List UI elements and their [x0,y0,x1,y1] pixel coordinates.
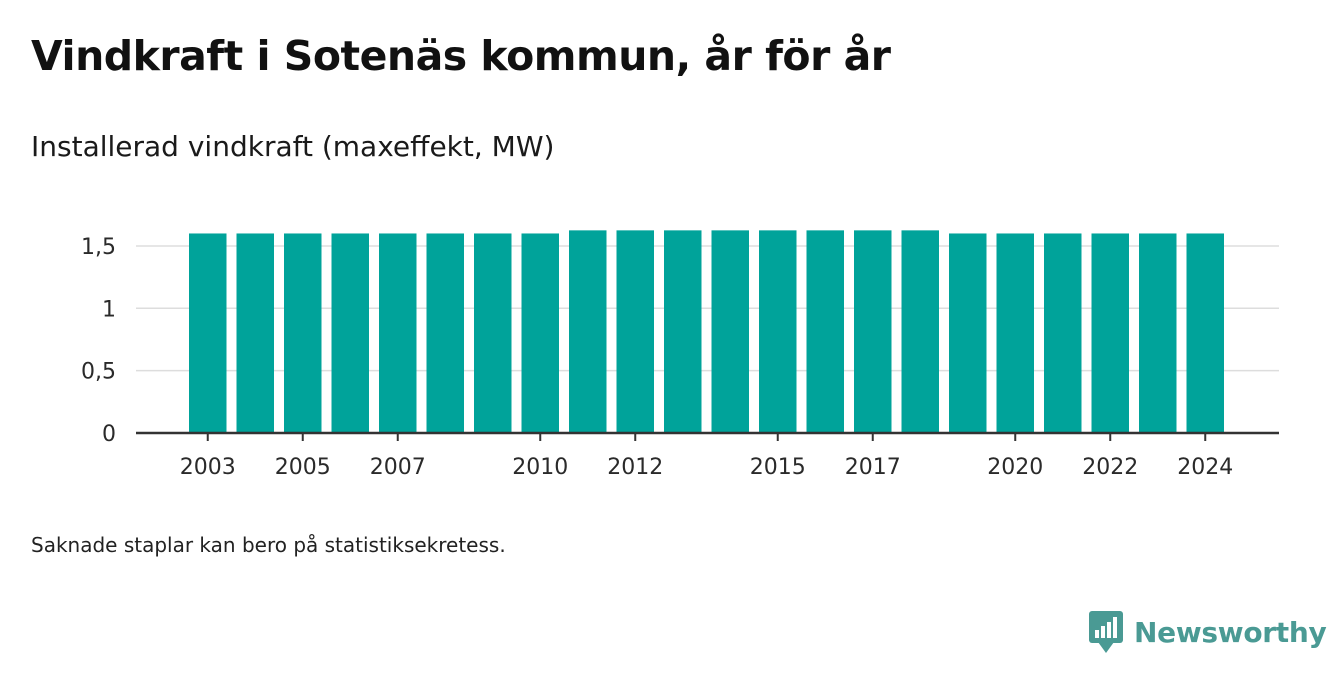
x-tick-labels: 2003 2005 2007 2010 2012 2015 2017 2020 2022 2024 [180,455,1234,480]
x-tick-label: 2005 [275,455,331,480]
chart-subtitle: Installerad vindkraft (maxeffekt, MW) [31,130,555,163]
x-tick-label: 2003 [180,455,236,480]
bar-2014[interactable] [711,230,750,433]
bar-2005[interactable] [284,233,322,433]
bar-2003[interactable] [189,233,227,433]
x-tick-label: 2012 [607,455,663,480]
bar-2008[interactable] [426,233,465,433]
bar-2017[interactable] [854,230,892,433]
newsworthy-logo-icon [1089,611,1123,653]
x-tick-label: 2022 [1082,455,1138,480]
bar-2021[interactable] [1044,233,1082,433]
y-tick-label: 1,5 [81,235,116,260]
brand-logo[interactable]: Newsworthy [1088,610,1327,654]
bar-2004[interactable] [236,233,275,433]
bar-2019[interactable] [949,233,987,433]
bar-2010[interactable] [521,233,560,433]
y-tick-label: 1 [102,297,116,322]
y-tick-label: 0 [102,422,116,447]
bar-2013[interactable] [664,230,702,433]
gridlines [136,245,1279,372]
x-tick-label: 2010 [512,455,568,480]
bar-chart: 0 0,5 1 1,5 2003 2005 2007 2010 2012 2015 2017 202… [81,230,1279,480]
brand-name: Newsworthy [1134,615,1327,649]
x-tick-label: 2015 [750,455,806,480]
footnote: Saknade staplar kan bero på statistiksek… [31,533,506,557]
x-tick-label: 2020 [987,455,1043,480]
bar-2020[interactable] [996,233,1035,433]
bar-2022[interactable] [1091,233,1130,433]
bar-2009[interactable] [474,233,512,433]
bar-2007[interactable] [379,233,417,433]
bar-2024[interactable] [1186,233,1225,433]
bar-2016[interactable] [806,230,845,433]
bar-2015[interactable] [759,230,797,433]
x-tick-label: 2017 [845,455,901,480]
bar-2012[interactable] [616,230,655,433]
y-tick-label: 0,5 [81,360,116,385]
bar-2018[interactable] [901,230,940,433]
bar-2011[interactable] [569,230,607,433]
x-axis [136,431,1279,441]
bar-2006[interactable] [331,233,370,433]
bars [189,230,1224,433]
chart-title: Vindkraft i Sotenäs kommun, år för år [31,32,891,80]
x-tick-label: 2007 [370,455,426,480]
y-tick-labels: 0 0,5 1 1,5 [81,235,116,447]
bar-2023[interactable] [1139,233,1177,433]
x-tick-label: 2024 [1177,455,1233,480]
